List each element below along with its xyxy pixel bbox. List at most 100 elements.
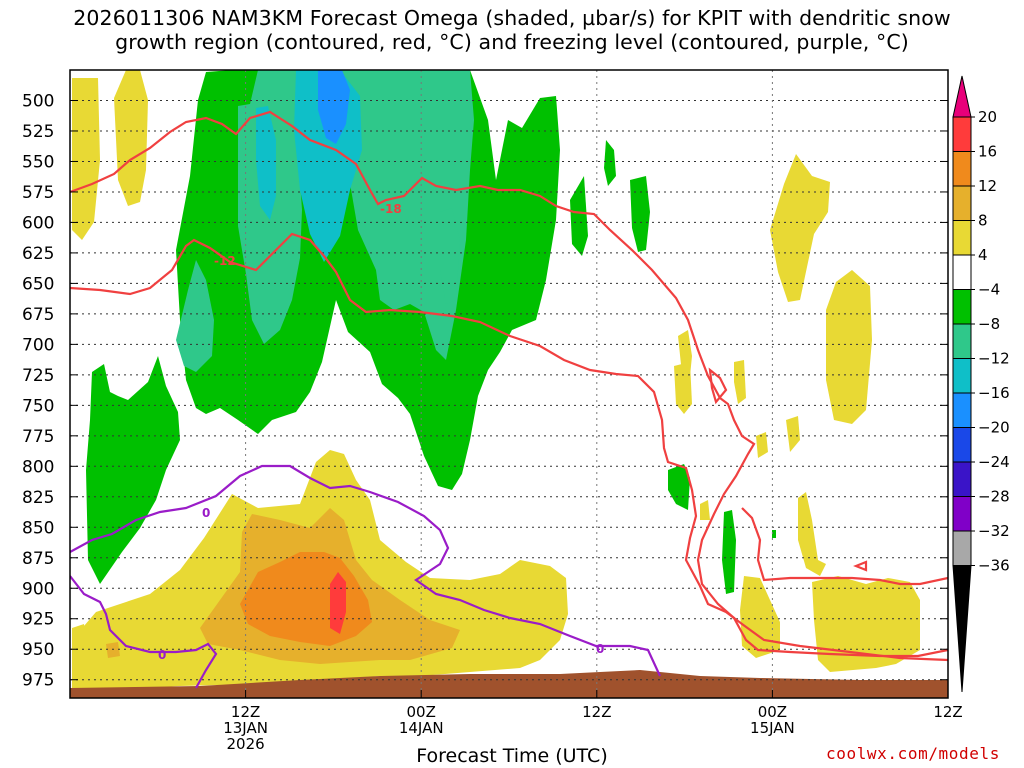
omega-region-2 [86,356,180,584]
colorbar-swatch [952,530,972,566]
colorbar-swatch [952,220,972,256]
y-tick-label: 675 [22,305,54,325]
y-tick-label: 975 [22,671,54,691]
colorbar-label: −12 [978,350,1010,368]
y-tick-label: 850 [22,518,54,538]
omega-region-25 [734,360,746,404]
contour-label: -18 [380,202,402,216]
plot-frame [69,69,949,699]
colorbar-swatch [952,151,972,187]
contour-label: 0 [202,506,210,520]
x-tick-label: 14JAN [399,719,444,737]
y-tick-label: 775 [22,427,54,447]
omega-region-9 [772,530,776,538]
colorbar-label: −24 [978,453,1010,471]
omega-region-31 [740,576,780,658]
omega-region-5 [604,140,616,186]
contour-minus12-b [708,367,728,405]
colorbar-label: −20 [978,419,1010,437]
x-tick-label: 2026 [227,735,265,753]
y-tick-label: 600 [22,213,54,233]
colorbar-swatch [952,116,972,152]
y-tick-label: 925 [22,610,54,630]
contour-label: 0 [596,642,604,656]
colorbar-label: 8 [978,212,988,230]
x-tick-label: 12Z [582,703,611,721]
y-tick-label: 550 [22,152,54,172]
x-axis-label: Forecast Time (UTC) [416,745,608,767]
y-tick-label: 750 [22,396,54,416]
omega-region-33 [700,500,710,520]
colorbar-swatch [952,323,972,359]
omega-region-24 [674,362,692,414]
colorbar-swatch [952,185,972,221]
omega-region-13 [440,208,460,304]
colorbar-label: 16 [978,143,997,161]
colorbar-label: −32 [978,522,1010,540]
omega-region-29 [756,432,768,458]
omega-region-1 [114,70,148,206]
colorbar-swatch [952,392,972,428]
omega-region-4 [570,176,588,256]
y-tick-label: 700 [22,335,54,355]
chart-title-line1: 2026011306 NAM3KM Forecast Omega (shaded… [73,6,951,30]
colorbar-label: −16 [978,384,1010,402]
omega-region-30 [798,492,826,576]
colorbar-label: 12 [978,177,997,195]
omega-region-22 [106,642,120,658]
colorbar-top-arrow [952,75,972,118]
omega-region-6 [630,176,650,252]
y-axis-pressure: 500 525 550 575 600 625 650 675 700 725 750 775 800 8… [22,91,948,691]
colorbar-swatch [952,289,972,325]
colorbar-swatch [952,461,972,497]
x-tick-label: 12Z [933,703,962,721]
omega-region-14 [256,106,276,220]
y-tick-label: 725 [22,366,54,386]
x-tick-label: 13JAN [223,719,268,737]
y-tick-label: 900 [22,579,54,599]
colorbar-swatch [952,427,972,463]
omega-region-27 [826,270,872,424]
chart-title-line2: growth region (contoured, red, °C) and f… [115,30,909,54]
x-tick-label: 15JAN [750,719,795,737]
credit-link[interactable]: coolwx.com/models [826,744,1000,763]
omega-region-21 [72,624,88,662]
colorbar-label: −36 [978,557,1010,575]
y-tick-label: 800 [22,457,54,477]
terrain-ground [70,670,948,698]
x-tick-label: 00Z [758,703,787,721]
y-tick-label: 950 [22,640,54,660]
colorbar-label: 20 [978,108,997,126]
contour-label: 0 [158,648,166,662]
contour-freezing-b [70,575,218,689]
y-tick-label: 575 [22,183,54,203]
x-tick-label: 00Z [407,703,436,721]
y-tick-label: 875 [22,549,54,569]
colorbar-label: −4 [978,281,1000,299]
omega-shading [72,70,920,690]
contour-minus12-d [853,560,868,572]
colorbar-swatch [952,254,972,290]
contour-minus18 [70,110,948,658]
omega-region-16 [318,70,350,144]
omega-region-7 [668,464,690,510]
contour-minus12-c [741,507,948,586]
grid-lines [70,70,948,698]
omega-region-26 [770,154,830,302]
y-tick-label: 500 [22,91,54,111]
colorbar-swatch [952,496,972,532]
omega-region-32 [812,576,920,672]
contour-minus12 [70,232,948,662]
y-tick-label: 625 [22,244,54,264]
omega-region-0 [72,78,100,240]
omega-region-28 [786,416,800,452]
omega-region-8 [722,510,736,594]
y-tick-label: 825 [22,488,54,508]
contour-freezing [70,464,661,677]
x-tick-label: 12Z [231,703,260,721]
colorbar-label: 4 [978,246,988,264]
colorbar-label: −28 [978,488,1010,506]
colorbar-swatch [952,358,972,394]
